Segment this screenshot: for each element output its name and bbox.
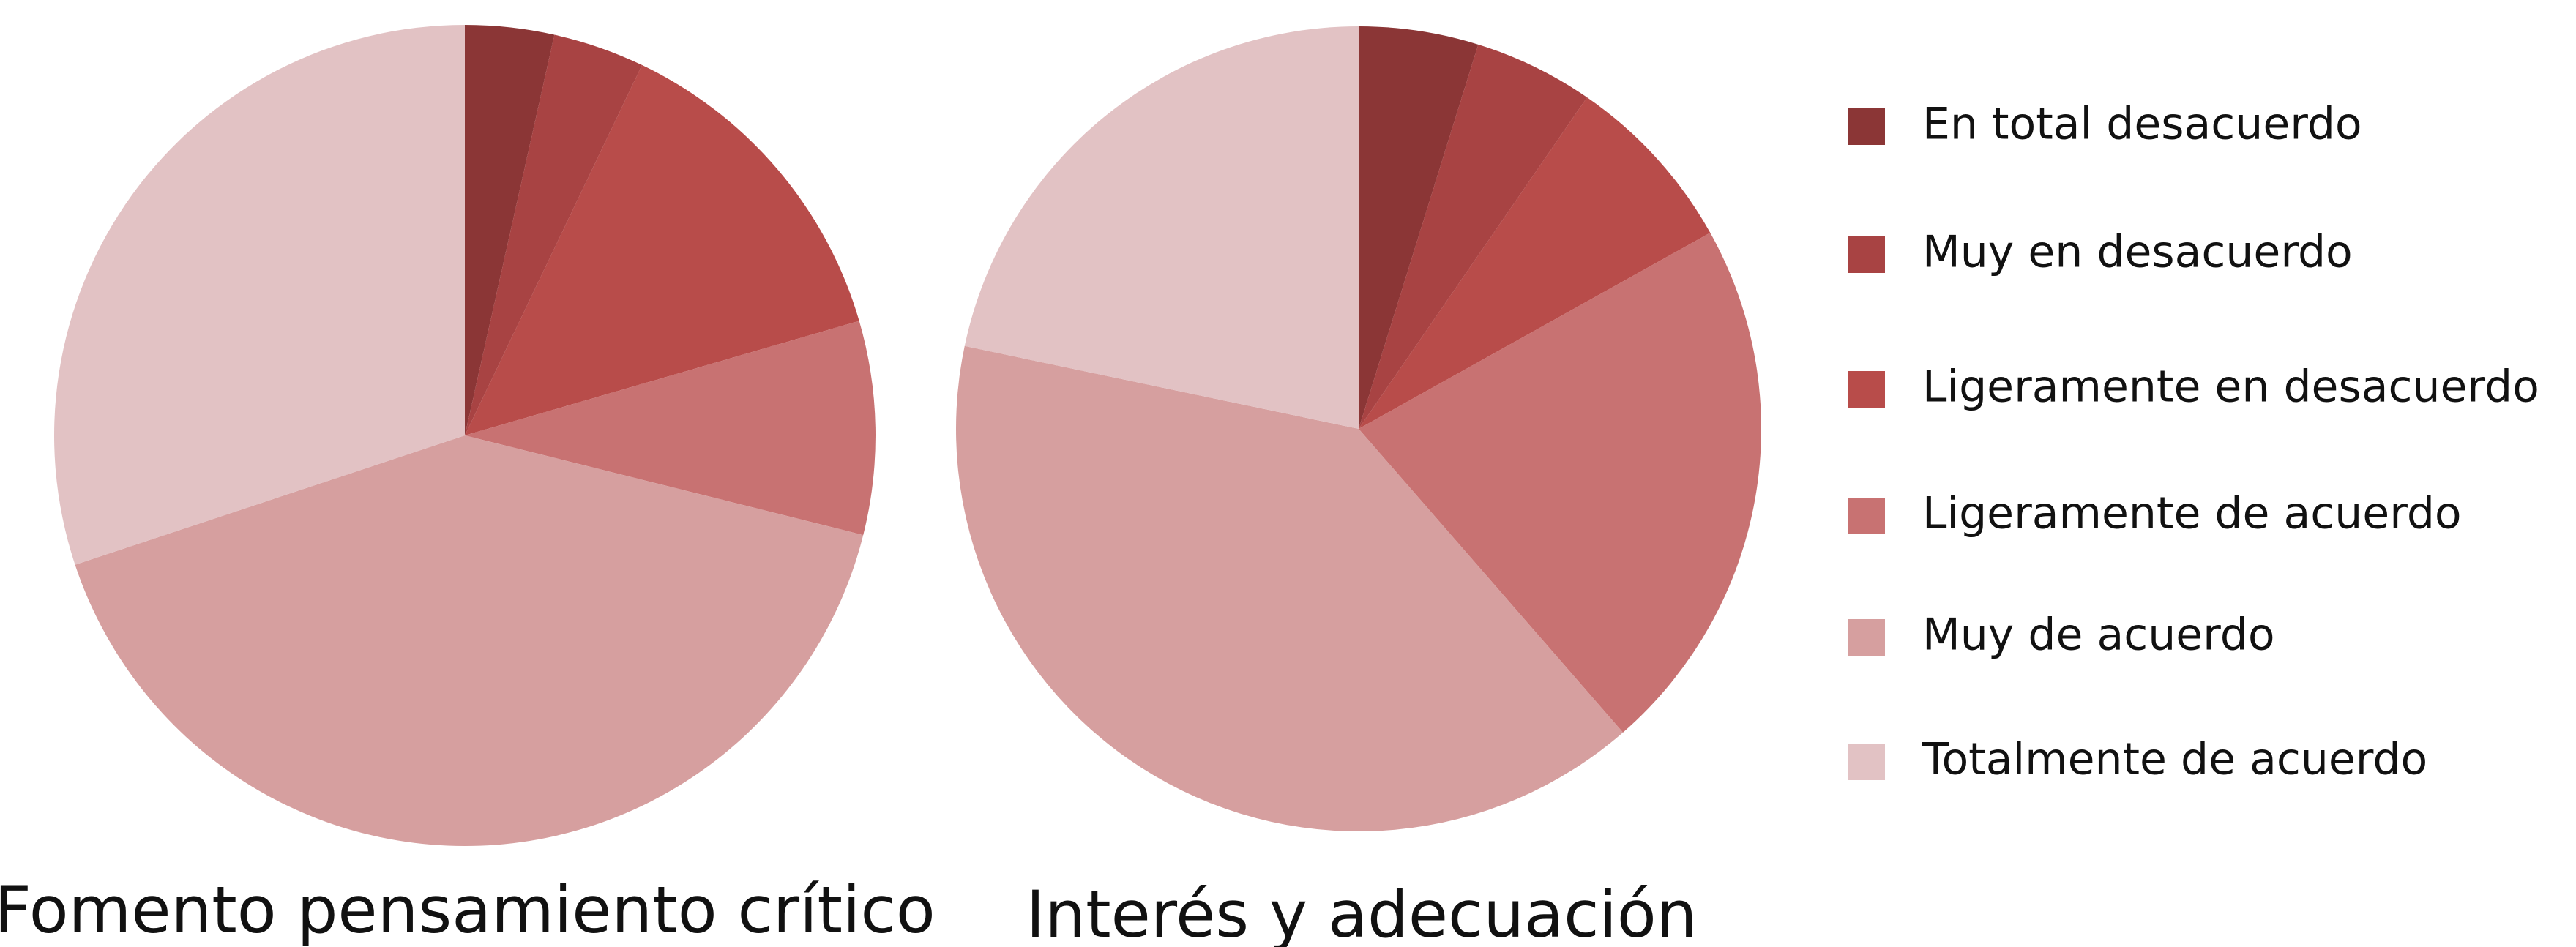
legend-label: Totalmente de acuerdo bbox=[1922, 734, 2427, 785]
pie-slice bbox=[53, 24, 465, 565]
pie-slice bbox=[1359, 44, 1587, 429]
pie-slice bbox=[465, 64, 859, 436]
legend-swatch bbox=[1848, 619, 1885, 656]
pie-slice bbox=[1359, 233, 1762, 733]
pie-slice bbox=[465, 25, 555, 435]
pie-slice bbox=[75, 435, 864, 846]
chart-title: Fomento pensamiento crítico bbox=[0, 872, 936, 947]
legend-label: Ligeramente de acuerdo bbox=[1922, 488, 2462, 539]
legend-swatch bbox=[1848, 744, 1885, 780]
legend-label: Muy de acuerdo bbox=[1922, 610, 2275, 661]
legend-label: En total desacuerdo bbox=[1922, 99, 2362, 150]
legend-label: Muy en desacuerdo bbox=[1922, 227, 2353, 278]
pie-slice bbox=[1359, 97, 1711, 429]
pie-slice bbox=[964, 26, 1359, 429]
legend-swatch bbox=[1848, 108, 1885, 145]
legend-swatch bbox=[1848, 498, 1885, 534]
pie-slice bbox=[1359, 26, 1479, 429]
legend-swatch bbox=[1848, 371, 1885, 408]
chart-title: Interés y adecuación bbox=[1026, 877, 1697, 947]
pie-slice bbox=[956, 345, 1624, 831]
pie-slice bbox=[465, 34, 643, 436]
legend-label: Ligeramente en desacuerdo bbox=[1922, 362, 2539, 413]
pie-slice bbox=[465, 321, 876, 536]
legend-swatch bbox=[1848, 236, 1885, 273]
